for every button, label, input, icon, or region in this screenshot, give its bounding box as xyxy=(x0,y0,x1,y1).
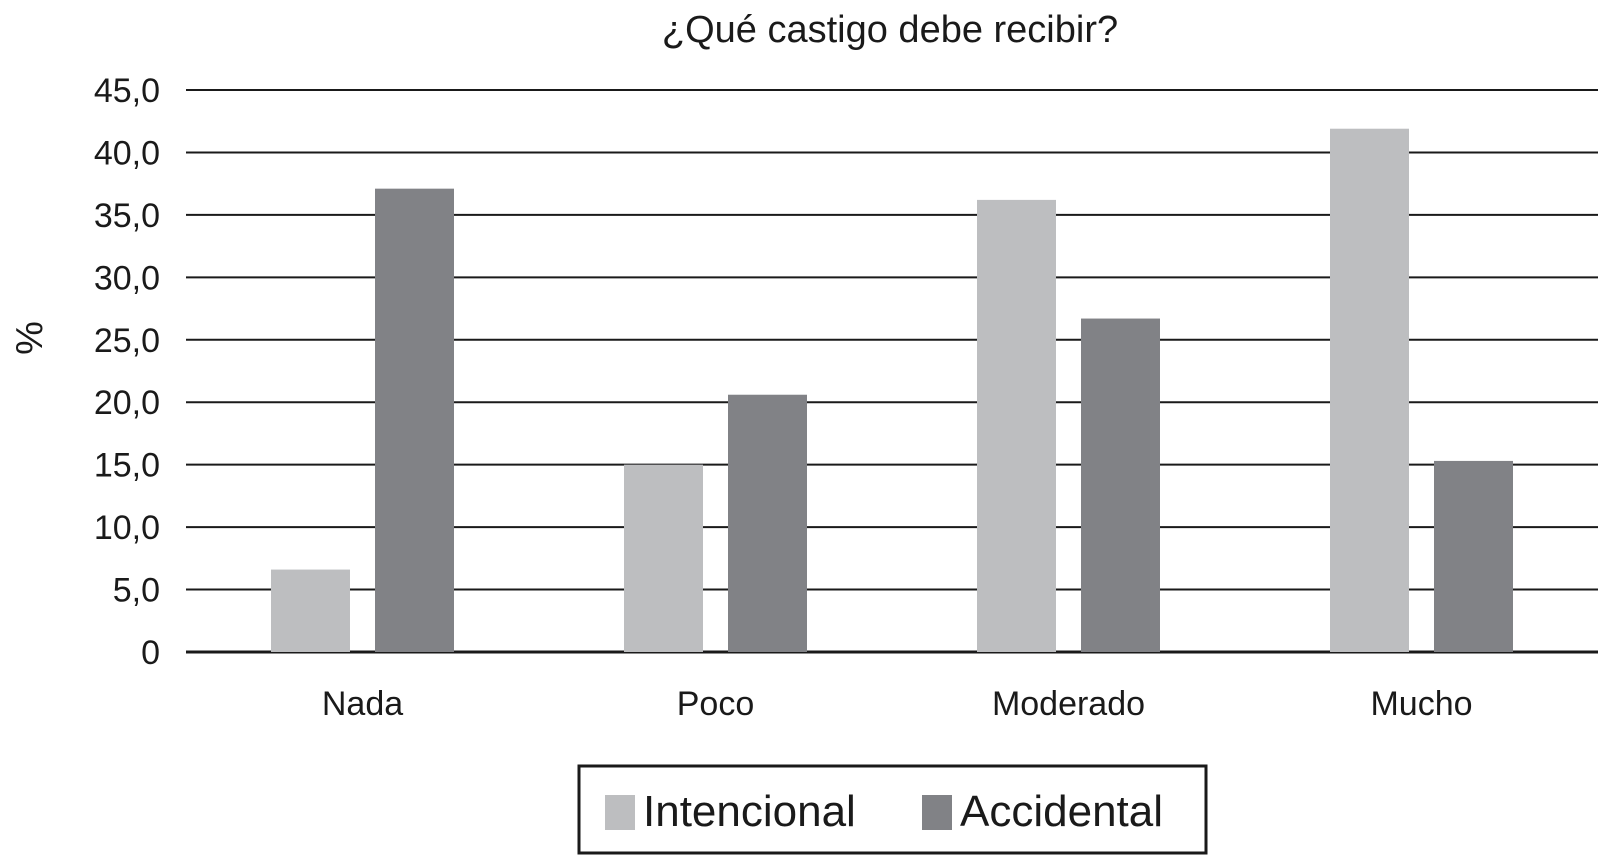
category-labels: Nada Poco Moderado Mucho xyxy=(322,685,1473,723)
x-tick-label: Moderado xyxy=(992,685,1145,723)
y-tick-label: 45,0 xyxy=(94,72,160,110)
x-tick-label: Mucho xyxy=(1370,685,1472,723)
bar-intencional-moderado xyxy=(977,200,1056,652)
bar-accidental-poco xyxy=(728,395,807,652)
x-tick-label: Nada xyxy=(322,685,403,723)
bar-intencional-mucho xyxy=(1330,129,1409,652)
y-axis-label: % xyxy=(9,321,51,355)
x-tick-label: Poco xyxy=(677,685,755,723)
y-tick-label: 5,0 xyxy=(113,572,160,610)
legend-label-intencional: Intencional xyxy=(643,787,856,836)
legend-swatch-accidental xyxy=(922,795,952,830)
y-tick-label: 35,0 xyxy=(94,197,160,235)
legend-swatch-intencional xyxy=(605,795,635,830)
bar-intencional-nada xyxy=(271,570,350,652)
bars xyxy=(271,129,1513,652)
y-tick-label: 15,0 xyxy=(94,447,160,485)
bar-intencional-poco xyxy=(624,465,703,652)
legend-label-accidental: Accidental xyxy=(960,787,1163,836)
bar-accidental-nada xyxy=(375,189,454,652)
bar-accidental-mucho xyxy=(1434,461,1513,652)
y-tick-label: 40,0 xyxy=(94,134,160,172)
bar-accidental-moderado xyxy=(1081,319,1160,652)
y-tick-label: 25,0 xyxy=(94,322,160,360)
y-tick-label: 20,0 xyxy=(94,384,160,422)
y-tick-label: 10,0 xyxy=(94,509,160,547)
y-tick-label: 30,0 xyxy=(94,259,160,297)
y-tick-label: 0 xyxy=(141,634,160,672)
y-tick-labels: 0 5,0 10,0 15,0 20,0 25,0 30,0 35,0 40,0 45,0 xyxy=(94,72,160,672)
legend: Intencional Accidental xyxy=(579,766,1206,853)
chart-title: ¿Qué castigo debe recibir? xyxy=(662,9,1118,51)
